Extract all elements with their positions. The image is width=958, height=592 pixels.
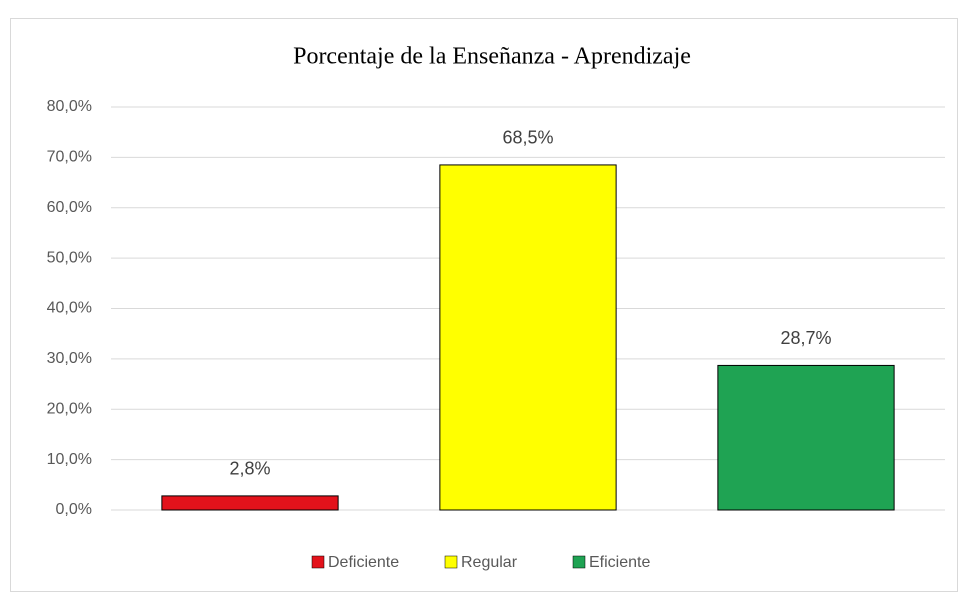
value-label: 2,8% [229,459,270,479]
y-tick-label: 50,0% [47,249,92,266]
bar [161,495,339,511]
y-tick-label: 40,0% [47,300,92,317]
legend-swatch [444,555,458,569]
y-tick-label: 10,0% [47,451,92,468]
value-label: 28,7% [780,328,831,348]
y-tick-label: 70,0% [47,149,92,166]
legend-label: Deficiente [328,554,399,571]
y-tick-label: 0,0% [56,501,92,518]
legend-label: Regular [461,554,518,571]
legend-swatch [311,555,325,569]
legend-label: Eficiente [589,554,650,571]
y-tick-label: 30,0% [47,350,92,367]
y-tick-label: 60,0% [47,199,92,216]
bar [439,164,617,511]
bar [717,364,895,511]
value-label: 68,5% [502,128,553,148]
y-tick-label: 80,0% [47,98,92,115]
legend-swatch [572,555,586,569]
y-tick-label: 20,0% [47,400,92,417]
chart-title: Porcentaje de la Enseñanza - Aprendizaje [293,44,691,70]
